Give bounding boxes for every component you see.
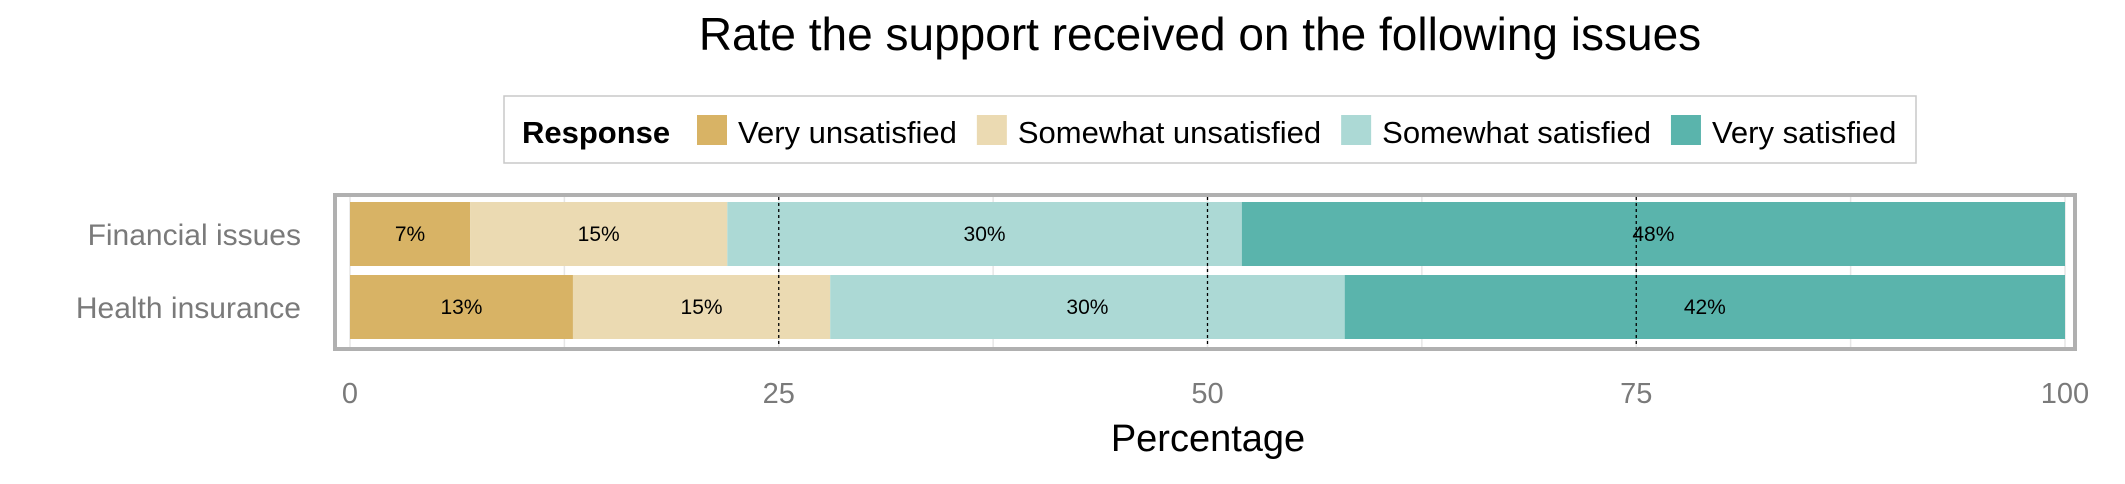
- bar-segment: [350, 275, 573, 339]
- legend-swatch: [1341, 115, 1372, 145]
- legend-swatch: [1670, 115, 1701, 145]
- bar-segment: [1344, 275, 2065, 339]
- x-tick-label: 75: [1620, 378, 1652, 410]
- bars: [350, 202, 2065, 339]
- legend-swatch: [976, 115, 1007, 145]
- bar-segment: [350, 202, 471, 266]
- legend-label: Very satisfied: [1712, 115, 1896, 150]
- data-label: 13%: [440, 296, 482, 319]
- y-tick-label: Financial issues: [88, 219, 301, 252]
- legend-title: Response: [522, 115, 670, 150]
- bar-segment: [572, 275, 831, 339]
- bar-segment: [1241, 202, 2065, 266]
- bar-segment: [470, 202, 728, 266]
- bar-segment: [830, 275, 1345, 339]
- data-label: 7%: [395, 223, 425, 246]
- x-tick-label: 50: [1191, 378, 1223, 410]
- x-tick-label: 0: [342, 378, 358, 410]
- legend-items: Very unsatisfied Somewhat unsatisfied Some…: [697, 115, 1896, 150]
- data-labels: 7% 15% 30% 48% 13% 15% 30% 42%: [395, 223, 1726, 319]
- data-label: 30%: [1066, 296, 1108, 319]
- data-label: 15%: [681, 296, 723, 319]
- legend: Response Very unsatisfied Somewhat unsati…: [503, 95, 1917, 164]
- x-tick-label: 100: [2041, 378, 2089, 410]
- legend-label: Somewhat satisfied: [1382, 115, 1651, 150]
- x-axis-ticks: 0 25 50 75 100: [342, 378, 2089, 410]
- x-tick-label: 25: [763, 378, 795, 410]
- data-label: 15%: [578, 223, 620, 246]
- data-label: 30%: [964, 223, 1006, 246]
- chart-title: Rate the support received on the followi…: [699, 8, 1701, 60]
- data-label: 48%: [1632, 223, 1674, 246]
- x-axis-label: Percentage: [1111, 418, 1305, 460]
- reference-lines: [778, 197, 1637, 347]
- y-axis-ticks: Financial issues Health insurance: [76, 219, 301, 325]
- legend-label: Very unsatisfied: [738, 115, 957, 150]
- bar-segment: [727, 202, 1242, 266]
- data-label: 42%: [1684, 296, 1726, 319]
- legend-swatch: [697, 115, 727, 145]
- y-tick-label: Health insurance: [76, 292, 301, 325]
- legend-label: Somewhat unsatisfied: [1018, 115, 1321, 150]
- plot-panel-border: [333, 193, 2077, 351]
